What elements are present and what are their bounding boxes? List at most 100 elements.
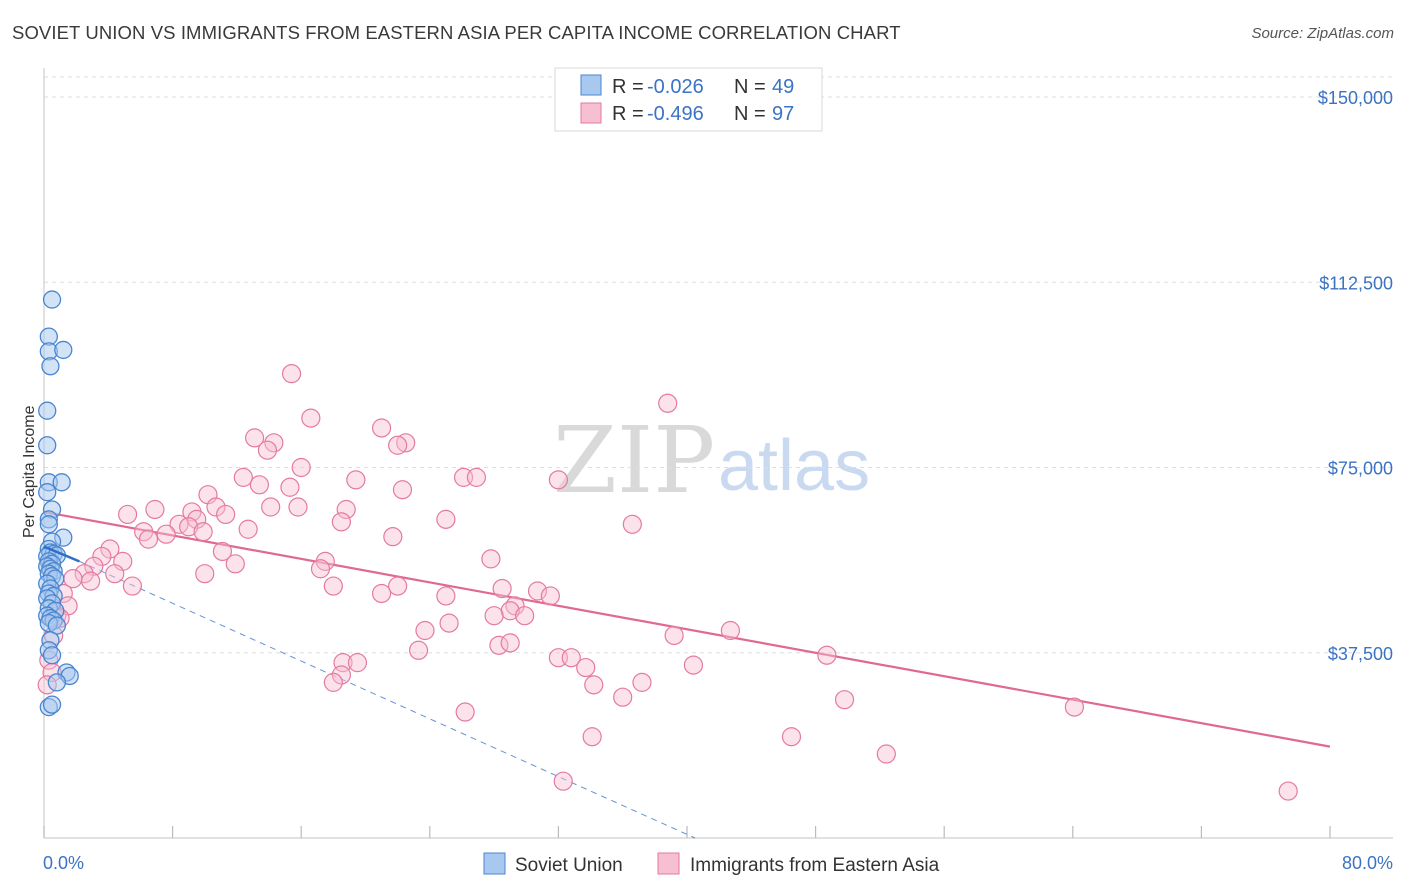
y-axis-label: Per Capita Income (21, 405, 38, 538)
chart-title: SOVIET UNION VS IMMIGRANTS FROM EASTERN … (12, 22, 901, 43)
points-layer (37, 290, 1298, 801)
point-soviet-union-0 (42, 290, 62, 309)
point-immigrants-eastern-asia-98 (553, 771, 573, 791)
legend-n-label-asia: N = (734, 103, 766, 125)
point-immigrants-eastern-asia-41 (92, 546, 112, 567)
point-immigrants-eastern-asia-2 (301, 408, 321, 428)
point-immigrants-eastern-asia-15 (249, 475, 270, 495)
point-immigrants-eastern-asia-60 (540, 586, 560, 606)
point-immigrants-eastern-asia-92 (834, 690, 855, 710)
point-immigrants-eastern-asia-24 (117, 504, 138, 525)
point-immigrants-eastern-asia-73 (664, 625, 684, 646)
point-immigrants-eastern-asia-96 (781, 727, 802, 747)
point-immigrants-eastern-asia-86 (331, 665, 351, 685)
point-immigrants-eastern-asia-54 (388, 576, 408, 596)
legend-n-value-soviet: 49 (772, 76, 794, 98)
point-immigrants-eastern-asia-22 (336, 499, 356, 520)
point-immigrants-eastern-asia-70 (720, 620, 741, 641)
point-immigrants-eastern-asia-1 (658, 393, 678, 413)
point-soviet-union-43 (42, 646, 62, 665)
x-tick-label-max: 80.0% (1342, 853, 1393, 873)
bottom-legend-swatch-soviet (483, 852, 506, 875)
point-immigrants-eastern-asia-8 (257, 440, 278, 460)
point-immigrants-eastern-asia-39 (100, 539, 120, 559)
point-immigrants-eastern-asia-9 (291, 457, 311, 478)
point-immigrants-eastern-asia-47 (310, 559, 331, 579)
bottom-legend-label-soviet: Soviet Union (515, 855, 623, 876)
point-soviet-union-4 (41, 357, 60, 376)
legend-swatch-soviet (580, 74, 602, 96)
point-immigrants-eastern-asia-69 (439, 613, 459, 633)
x-tick-label-min: 0.0% (43, 853, 84, 873)
point-immigrants-eastern-asia-75 (500, 633, 520, 653)
point-immigrants-eastern-asia-13 (466, 467, 487, 487)
point-soviet-union-3 (54, 340, 73, 360)
point-immigrants-eastern-asia-93 (455, 702, 475, 722)
point-immigrants-eastern-asia-50 (105, 564, 125, 584)
point-immigrants-eastern-asia-84 (576, 657, 596, 678)
watermark: ZIP atlas (553, 407, 870, 514)
point-immigrants-eastern-asia-19 (261, 497, 281, 517)
point-immigrants-eastern-asia-7 (388, 435, 408, 455)
legend-n-value-asia: 97 (772, 103, 794, 125)
bottom-legend-label-asia: Immigrants from Eastern Asia (690, 855, 940, 876)
trend-line-soviet-union-extended (79, 560, 696, 839)
point-immigrants-eastern-asia-20 (288, 497, 308, 517)
point-soviet-union-12 (39, 515, 58, 534)
point-immigrants-eastern-asia-28 (436, 509, 456, 529)
legend-r-value-soviet: -0.026 (647, 76, 704, 98)
point-immigrants-eastern-asia-36 (156, 524, 176, 544)
point-immigrants-eastern-asia-52 (81, 571, 101, 591)
point-immigrants-eastern-asia-6 (396, 433, 416, 453)
point-immigrants-eastern-asia-16 (280, 477, 300, 497)
legend-n-label-soviet: N = (734, 76, 766, 98)
legend-r-value-asia: -0.496 (647, 103, 704, 125)
point-immigrants-eastern-asia-32 (179, 517, 199, 537)
point-immigrants-eastern-asia-95 (582, 727, 602, 747)
legend-r-label-soviet: R = (612, 76, 644, 98)
point-immigrants-eastern-asia-46 (84, 556, 104, 576)
point-soviet-union-48 (42, 695, 62, 714)
point-immigrants-eastern-asia-37 (383, 527, 403, 547)
point-soviet-union-8 (52, 473, 71, 492)
point-immigrants-eastern-asia-10 (233, 467, 253, 487)
chart-source: Source: ZipAtlas.com (1251, 25, 1394, 42)
point-immigrants-eastern-asia-83 (683, 655, 704, 675)
point-immigrants-eastern-asia-14 (548, 470, 569, 490)
point-immigrants-eastern-asia-71 (415, 620, 435, 641)
point-immigrants-eastern-asia-0 (281, 364, 302, 384)
trend-layer (43, 510, 1331, 839)
point-immigrants-eastern-asia-34 (193, 522, 213, 542)
point-immigrants-eastern-asia-99 (1278, 781, 1298, 801)
point-immigrants-eastern-asia-27 (187, 509, 207, 529)
point-immigrants-eastern-asia-74 (489, 635, 509, 655)
point-immigrants-eastern-asia-61 (436, 586, 456, 606)
point-immigrants-eastern-asia-82 (347, 653, 368, 673)
point-immigrants-eastern-asia-45 (225, 554, 245, 574)
grid-layer (44, 76, 1393, 654)
point-soviet-union-9 (38, 483, 57, 502)
y-tick-label-0: $37,500 (1328, 644, 1393, 664)
point-soviet-union-46 (47, 673, 67, 692)
point-immigrants-eastern-asia-21 (206, 497, 226, 517)
point-immigrants-eastern-asia-81 (333, 653, 353, 673)
y-tick-label-1: $75,000 (1328, 459, 1393, 479)
legend-swatch-asia (580, 102, 602, 124)
point-immigrants-eastern-asia-56 (492, 578, 512, 599)
point-immigrants-eastern-asia-66 (515, 606, 535, 626)
point-immigrants-eastern-asia-57 (527, 581, 548, 601)
point-soviet-union-6 (38, 436, 57, 455)
point-immigrants-eastern-asia-40 (212, 541, 233, 562)
point-immigrants-eastern-asia-55 (122, 576, 143, 596)
point-immigrants-eastern-asia-26 (216, 504, 236, 525)
point-immigrants-eastern-asia-89 (584, 675, 604, 695)
y-tick-label-3: $150,000 (1318, 88, 1393, 108)
point-immigrants-eastern-asia-11 (346, 470, 366, 490)
point-immigrants-eastern-asia-58 (371, 583, 392, 604)
point-immigrants-eastern-asia-97 (876, 744, 896, 764)
point-immigrants-eastern-asia-94 (1064, 697, 1085, 717)
point-immigrants-eastern-asia-23 (145, 499, 165, 520)
bottom-legend-swatch-asia (657, 852, 680, 875)
point-immigrants-eastern-asia-76 (408, 640, 429, 660)
